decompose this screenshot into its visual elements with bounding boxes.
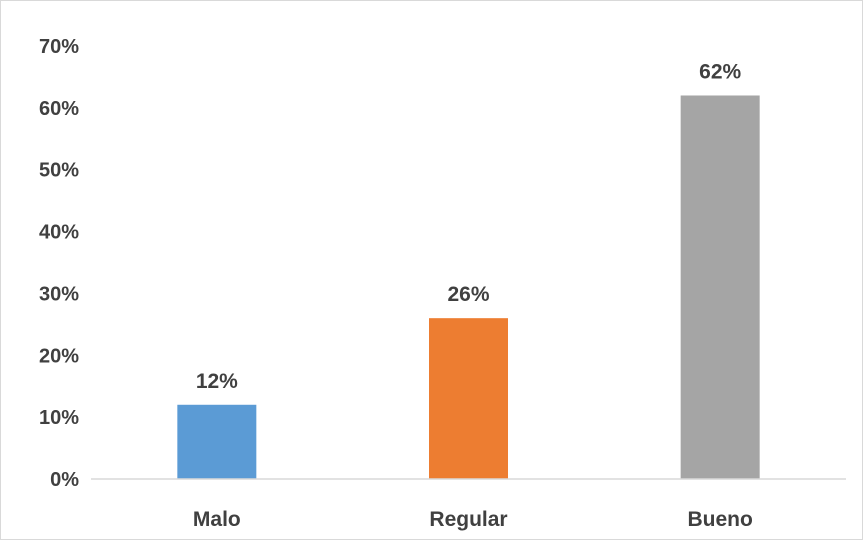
bar-malo <box>177 404 257 479</box>
y-tick-label: 10% <box>39 407 79 429</box>
bars <box>177 95 760 479</box>
y-tick-label: 0% <box>50 469 79 491</box>
data-label-malo: 12% <box>196 370 238 393</box>
y-tick-label: 60% <box>39 98 79 120</box>
data-label-bueno: 62% <box>699 60 741 83</box>
category-label-bueno: Bueno <box>688 508 753 531</box>
bar-regular <box>429 318 508 479</box>
data-labels: 12% 26% 62% <box>196 60 742 392</box>
y-tick-label: 40% <box>39 222 79 244</box>
category-label-regular: Regular <box>429 508 507 531</box>
y-tick-label: 70% <box>39 36 79 58</box>
x-axis-categories: Malo Regular Bueno <box>193 508 753 531</box>
y-tick-label: 30% <box>39 283 79 305</box>
y-tick-label: 50% <box>39 160 79 182</box>
category-label-malo: Malo <box>193 508 241 531</box>
bar-bueno <box>680 95 760 479</box>
y-tick-label: 20% <box>39 345 79 367</box>
y-axis-ticks: 0% 10% 20% 30% 40% 50% 60% 70% <box>39 36 79 491</box>
data-label-regular: 26% <box>447 283 489 306</box>
